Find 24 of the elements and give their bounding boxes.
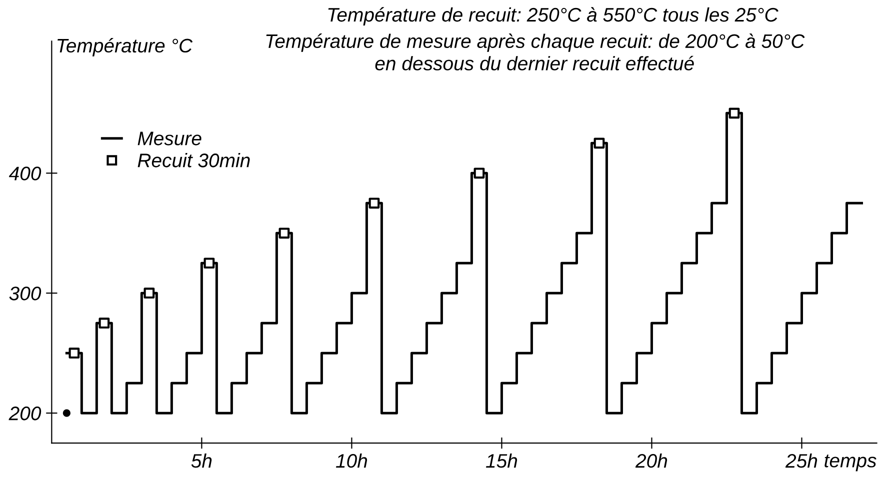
chart-title: Température de recuit: 250°C à 550°C tous les 25°C [328,7,778,26]
point [98,318,110,329]
x-tick-label: 20h [635,453,668,468]
y-tick-label: 400 [8,166,42,180]
y-axis-title: Température °C [58,38,193,56]
point [278,228,290,239]
legend-label: Mesure [138,132,202,146]
point [594,138,605,149]
point [62,409,70,417]
x-axis-title: temps [824,454,876,472]
x-tick-label: 15h [486,453,518,468]
point [728,108,740,119]
x-tick-label: 10h [336,453,368,468]
legend-label: Recuit 30min [138,153,250,168]
x-tick-label: 25h [785,453,818,468]
point [68,348,80,359]
y-tick-label: 200 [8,406,42,420]
point [368,198,380,209]
y-tick-label: 300 [9,286,42,300]
x-tick-label: 5h [191,453,212,468]
chart-subtitle: Température de mesure après chaque recuit: de 200°C à 50°C en dessous du dernier recuit effectué [266,34,805,70]
point [204,258,215,269]
point [474,168,485,179]
point [144,288,155,299]
